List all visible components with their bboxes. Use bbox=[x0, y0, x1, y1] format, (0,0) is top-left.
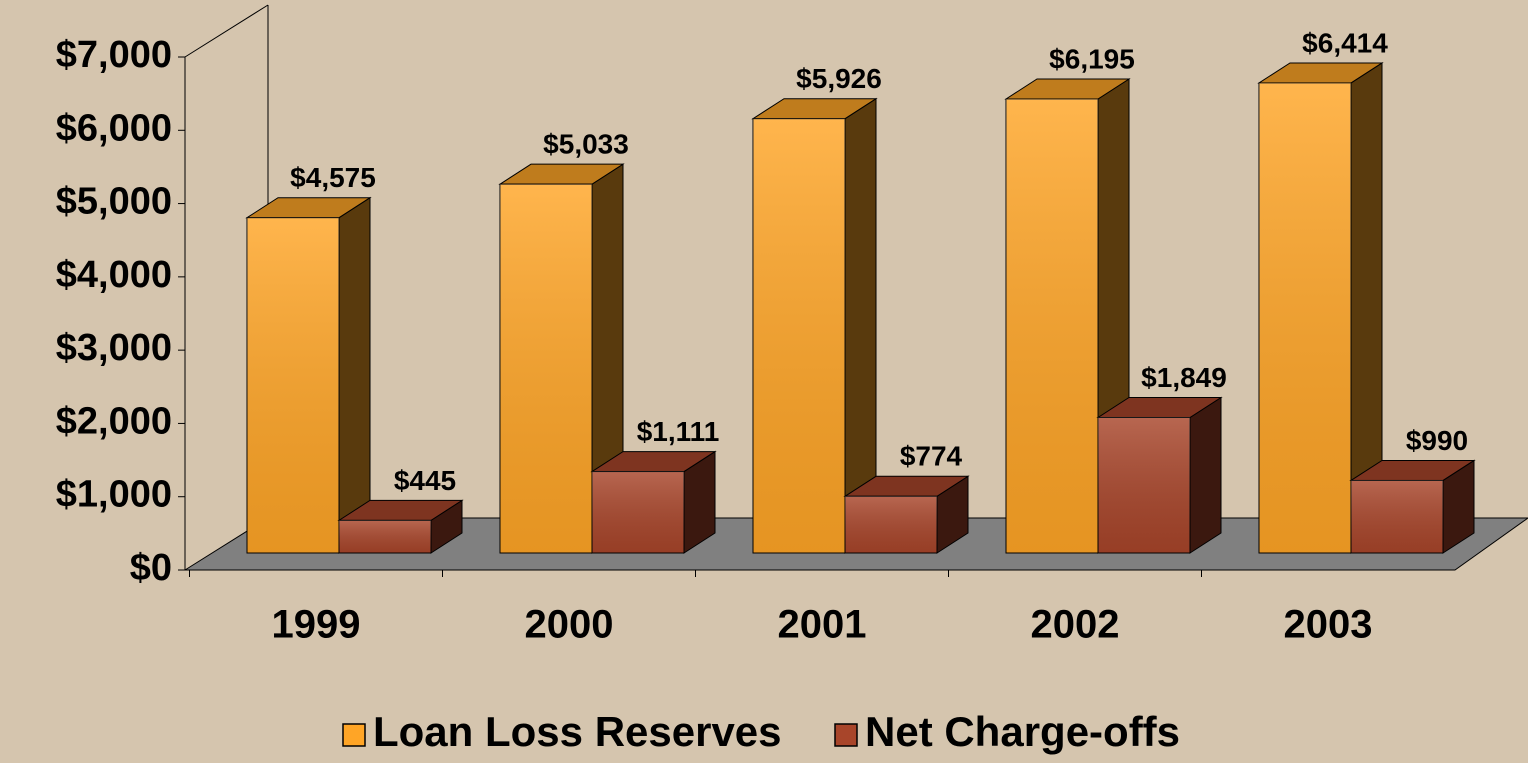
data-label: $4,575 bbox=[290, 162, 376, 193]
y-tick-label: $0 bbox=[130, 547, 172, 589]
bar-shine bbox=[339, 520, 431, 553]
data-label: $774 bbox=[900, 441, 963, 472]
bar-shine bbox=[1098, 417, 1190, 553]
bar-side bbox=[338, 196, 371, 554]
bar bbox=[498, 163, 625, 554]
bar-shine bbox=[1006, 98, 1098, 554]
bar bbox=[245, 196, 372, 554]
bar-shine bbox=[1351, 480, 1443, 553]
plot: $0 $1,000 $2,000 $3,000 $4,000 $5,000 $6,000 $7… bbox=[56, 27, 1476, 755]
data-label: $1,849 bbox=[1141, 362, 1227, 393]
bar bbox=[1096, 396, 1223, 554]
bar-shine bbox=[753, 118, 845, 553]
data-label: $5,033 bbox=[543, 129, 629, 160]
x-tick-label: 2001 bbox=[778, 603, 867, 647]
data-label: $5,926 bbox=[796, 63, 882, 94]
legend-label: Loan Loss Reserves bbox=[373, 708, 782, 755]
x-tick-label: 2000 bbox=[525, 603, 614, 647]
bar-shine bbox=[592, 471, 684, 553]
y-tick-label: $2,000 bbox=[56, 400, 172, 442]
data-label: $6,414 bbox=[1302, 27, 1388, 58]
y-tick-label: $6,000 bbox=[56, 107, 172, 149]
data-label: $990 bbox=[1406, 425, 1468, 456]
bar bbox=[337, 499, 464, 554]
bar-shine bbox=[247, 217, 339, 554]
x-tick-label: 1999 bbox=[272, 603, 361, 647]
bar bbox=[843, 475, 970, 554]
bar-shine bbox=[1259, 82, 1351, 553]
bar-side bbox=[1189, 396, 1222, 554]
bar bbox=[590, 450, 717, 554]
y-tick-label: $1,000 bbox=[56, 474, 172, 516]
bar bbox=[1349, 459, 1476, 554]
wall-top-edge bbox=[184, 4, 269, 58]
bar-shine bbox=[845, 496, 937, 553]
x-tick-label: 2002 bbox=[1031, 603, 1120, 647]
y-tick-label: $7,000 bbox=[56, 34, 172, 76]
legend-label: Net Charge-offs bbox=[865, 708, 1180, 755]
bar bbox=[1004, 78, 1131, 554]
x-tick-label: 2003 bbox=[1284, 603, 1373, 647]
bar-shine bbox=[500, 184, 592, 553]
bar bbox=[1257, 62, 1384, 554]
data-label: $445 bbox=[394, 465, 456, 496]
legend-swatch bbox=[834, 723, 858, 747]
y-tick-label: $3,000 bbox=[56, 327, 172, 369]
y-tick-label: $4,000 bbox=[56, 254, 172, 296]
data-label: $1,111 bbox=[637, 416, 720, 447]
legend-swatch bbox=[342, 723, 366, 747]
data-label: $6,195 bbox=[1049, 43, 1135, 74]
y-tick-label: $5,000 bbox=[56, 181, 172, 223]
bar bbox=[751, 97, 878, 554]
